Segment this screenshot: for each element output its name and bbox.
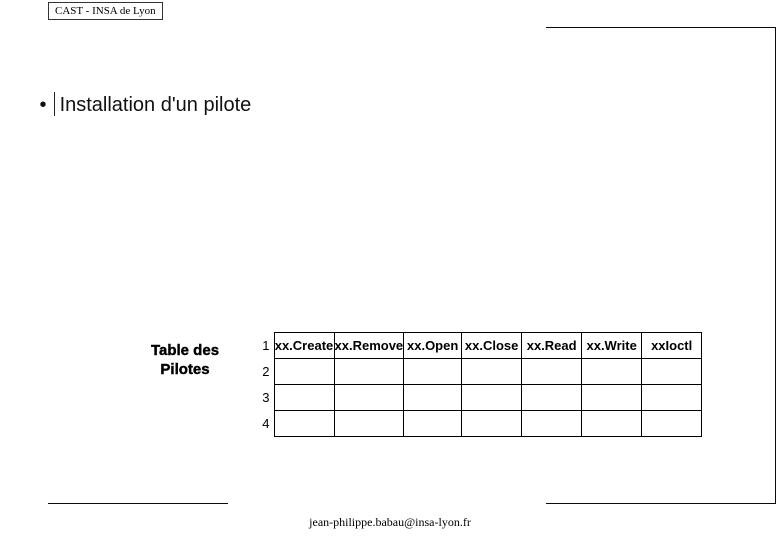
cell-empty bbox=[522, 411, 582, 437]
table-side-label: Table des Pilotes bbox=[125, 342, 245, 380]
heading-text: Installation d'un pilote bbox=[60, 94, 252, 116]
footer-email: jean-philippe.babau@insa-lyon.fr bbox=[309, 515, 471, 529]
footer: jean-philippe.babau@insa-lyon.fr bbox=[0, 515, 780, 530]
frame-top-right bbox=[546, 27, 776, 28]
cell-create: xx.Create bbox=[274, 333, 334, 359]
cell-open: xx.Open bbox=[404, 333, 462, 359]
cell-write: xx.Write bbox=[582, 333, 642, 359]
cell-empty bbox=[642, 359, 702, 385]
cell-empty bbox=[462, 385, 522, 411]
frame-bottom-left bbox=[48, 503, 228, 504]
cell-empty bbox=[522, 385, 582, 411]
cell-empty bbox=[334, 385, 404, 411]
cell-empty bbox=[274, 411, 334, 437]
cell-close: xx.Close bbox=[462, 333, 522, 359]
row-number: 3 bbox=[260, 385, 274, 411]
cell-empty bbox=[334, 411, 404, 437]
drivers-table: 1 xx.Create xx.Remove xx.Open xx.Close x… bbox=[260, 332, 702, 437]
cell-empty bbox=[582, 359, 642, 385]
cell-empty bbox=[462, 411, 522, 437]
cell-empty bbox=[404, 385, 462, 411]
cell-empty bbox=[642, 385, 702, 411]
cell-empty bbox=[462, 359, 522, 385]
cell-empty bbox=[274, 385, 334, 411]
cell-empty bbox=[404, 359, 462, 385]
cell-read: xx.Read bbox=[522, 333, 582, 359]
row-number: 1 bbox=[260, 333, 274, 359]
cell-empty bbox=[582, 385, 642, 411]
heading-bullet: • bbox=[32, 94, 54, 117]
table-row: 1 xx.Create xx.Remove xx.Open xx.Close x… bbox=[260, 333, 702, 359]
cell-empty bbox=[334, 359, 404, 385]
cell-empty bbox=[582, 411, 642, 437]
cell-remove: xx.Remove bbox=[334, 333, 404, 359]
cell-ioctl: xxIoctl bbox=[642, 333, 702, 359]
table-row: 3 bbox=[260, 385, 702, 411]
page-heading: • Installation d'un pilote bbox=[32, 94, 251, 117]
row-number: 4 bbox=[260, 411, 274, 437]
header-label: CAST - INSA de Lyon bbox=[55, 5, 156, 17]
frame-right bbox=[775, 27, 776, 504]
cell-empty bbox=[274, 359, 334, 385]
header-label-box: CAST - INSA de Lyon bbox=[48, 2, 163, 20]
table-row: 2 bbox=[260, 359, 702, 385]
table-side-label-line2: Pilotes bbox=[125, 361, 245, 380]
cell-empty bbox=[522, 359, 582, 385]
table-row: 4 bbox=[260, 411, 702, 437]
table-side-label-line1: Table des bbox=[125, 342, 245, 361]
cell-empty bbox=[404, 411, 462, 437]
cell-empty bbox=[642, 411, 702, 437]
frame-bottom-right bbox=[546, 503, 776, 504]
row-number: 2 bbox=[260, 359, 274, 385]
